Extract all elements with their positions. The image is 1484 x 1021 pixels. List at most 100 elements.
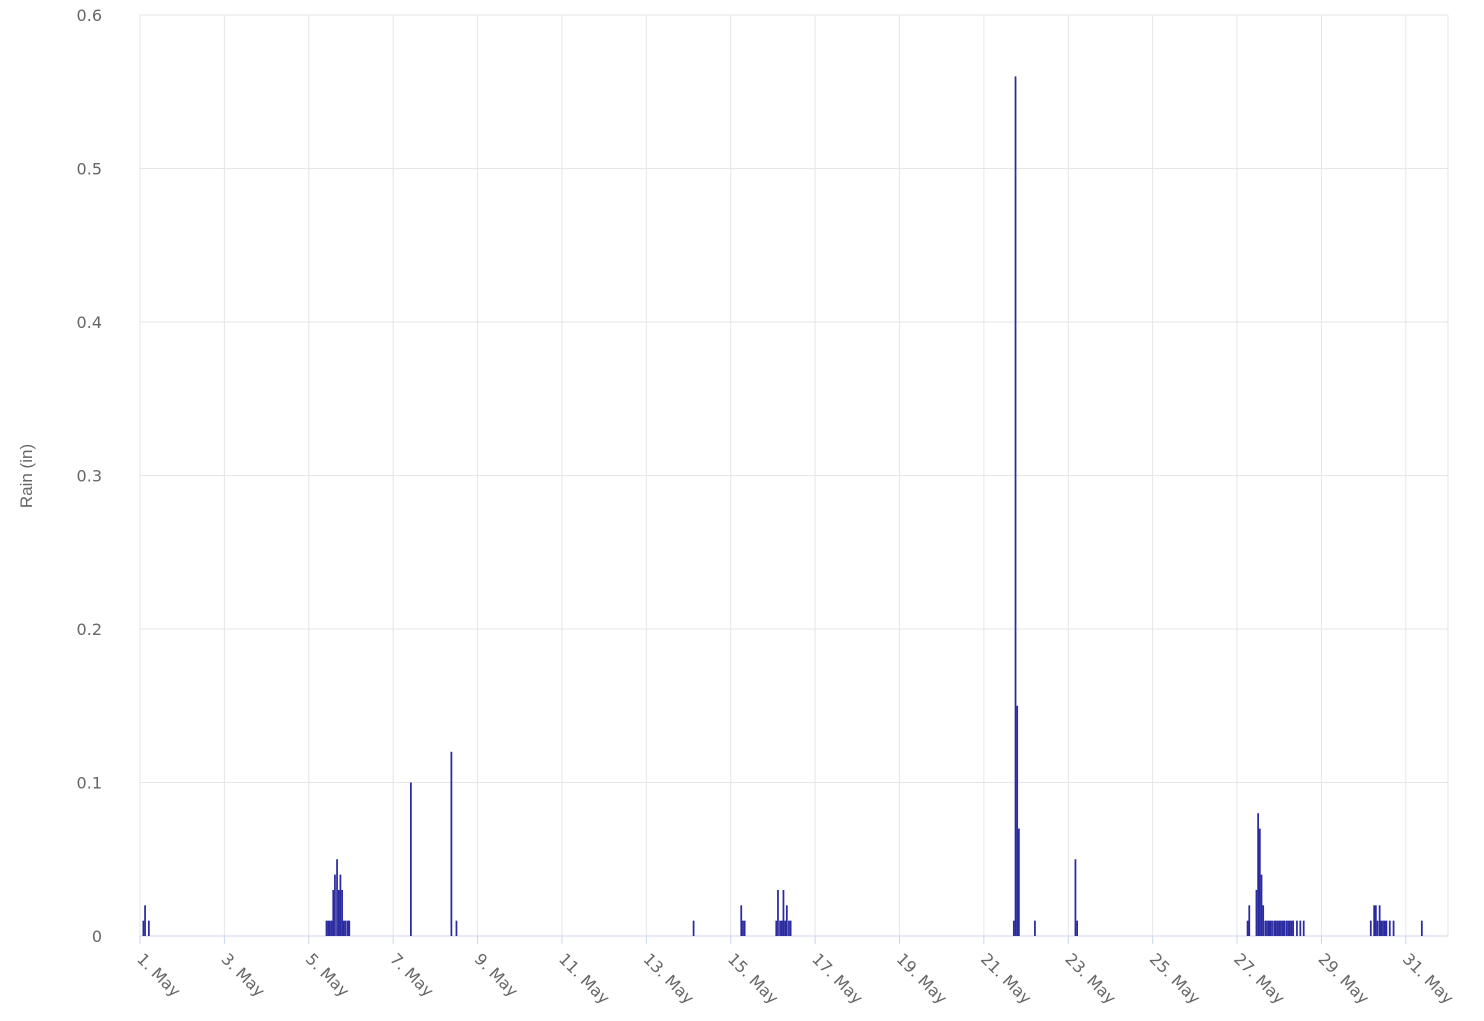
bar: [410, 782, 412, 936]
bar: [1012, 920, 1015, 936]
bar: [1288, 920, 1291, 936]
bar: [1292, 920, 1295, 936]
x-tick-label: 13. May: [639, 949, 697, 1007]
x-tick-label: 1. May: [133, 949, 184, 1000]
bar: [1376, 920, 1379, 936]
bar: [346, 920, 349, 936]
bar: [742, 920, 744, 936]
bar: [1264, 920, 1267, 936]
bar: [779, 920, 781, 936]
bar: [330, 920, 333, 936]
x-tick-label: 27. May: [1230, 949, 1288, 1007]
bar: [1382, 920, 1384, 936]
bar: [1273, 920, 1276, 936]
bar: [788, 920, 790, 936]
bar: [1385, 920, 1388, 936]
y-tick-label: 0.1: [77, 774, 102, 793]
bar: [1378, 905, 1381, 936]
bar: [1299, 920, 1302, 936]
bar: [450, 751, 453, 936]
bar: [1248, 905, 1251, 936]
y-tick-label: 0.6: [77, 6, 102, 25]
bar: [1369, 920, 1372, 936]
bar: [336, 859, 338, 936]
bar: [784, 920, 787, 936]
bar: [1392, 920, 1395, 936]
x-tick-label: 25. May: [1146, 949, 1204, 1007]
bar: [789, 920, 792, 936]
bar: [1281, 920, 1284, 936]
bar: [1260, 874, 1263, 936]
bar: [332, 889, 335, 936]
y-tick-label: 0.3: [77, 467, 102, 486]
bar: [1014, 76, 1017, 936]
bar: [142, 920, 145, 936]
bar: [1257, 813, 1260, 936]
x-tick-label: 31. May: [1399, 949, 1457, 1007]
bar: [1290, 920, 1293, 936]
x-tick-label: 11. May: [555, 949, 613, 1007]
bar: [344, 920, 347, 936]
bar: [327, 920, 330, 936]
bar: [1374, 905, 1377, 936]
bar: [785, 905, 788, 936]
bar: [1276, 920, 1279, 936]
bar: [342, 920, 345, 936]
bar: [782, 889, 785, 936]
x-tick-label: 3. May: [218, 949, 269, 1000]
x-tick-label: 15. May: [724, 949, 782, 1007]
bar: [743, 920, 746, 936]
x-tick-label: 5. May: [302, 949, 353, 1000]
bar: [1271, 920, 1273, 936]
bar: [1274, 920, 1277, 936]
y-axis-label: Rain (in): [17, 444, 36, 508]
bar: [328, 920, 331, 936]
bar: [1262, 905, 1265, 936]
bar: [692, 920, 695, 936]
bar: [341, 889, 343, 936]
x-tick-label: 19. May: [893, 949, 951, 1007]
bar: [337, 889, 340, 936]
bar: [1373, 905, 1376, 936]
bar: [1246, 920, 1249, 936]
bar: [1287, 920, 1289, 936]
bar: [1016, 705, 1019, 936]
bar: [1074, 859, 1077, 936]
x-tick-label: 7. May: [386, 949, 437, 1000]
bar: [1380, 920, 1383, 936]
bar: [1267, 920, 1270, 936]
bar: [339, 874, 342, 936]
bar: [334, 874, 336, 936]
bar: [1278, 920, 1281, 936]
bar: [147, 920, 150, 936]
bar: [455, 920, 458, 936]
y-tick-label: 0.2: [77, 620, 102, 639]
y-tick-label: 0.4: [77, 313, 102, 332]
bar: [144, 905, 146, 936]
bar: [1076, 920, 1078, 936]
bar: [1258, 828, 1261, 936]
x-tick-label: 23. May: [1061, 949, 1119, 1007]
bar: [1285, 920, 1288, 936]
bar: [348, 920, 351, 936]
bar: [1255, 889, 1258, 936]
bar: [740, 905, 743, 936]
y-tick-label: 0.5: [77, 160, 102, 179]
bar: [1388, 920, 1391, 936]
bar: [1383, 920, 1386, 936]
bar: [1280, 920, 1282, 936]
x-tick-label: 21. May: [977, 949, 1035, 1007]
bar: [1420, 920, 1423, 936]
bar: [775, 920, 778, 936]
bar: [1034, 920, 1036, 936]
y-tick-label: 0: [92, 927, 102, 946]
bar: [1302, 920, 1305, 936]
bar: [1296, 920, 1298, 936]
x-tick-label: 9. May: [471, 949, 522, 1000]
bar: [1266, 920, 1268, 936]
bar: [777, 889, 779, 936]
x-tick-label: 17. May: [808, 949, 866, 1007]
bar: [1269, 920, 1272, 936]
